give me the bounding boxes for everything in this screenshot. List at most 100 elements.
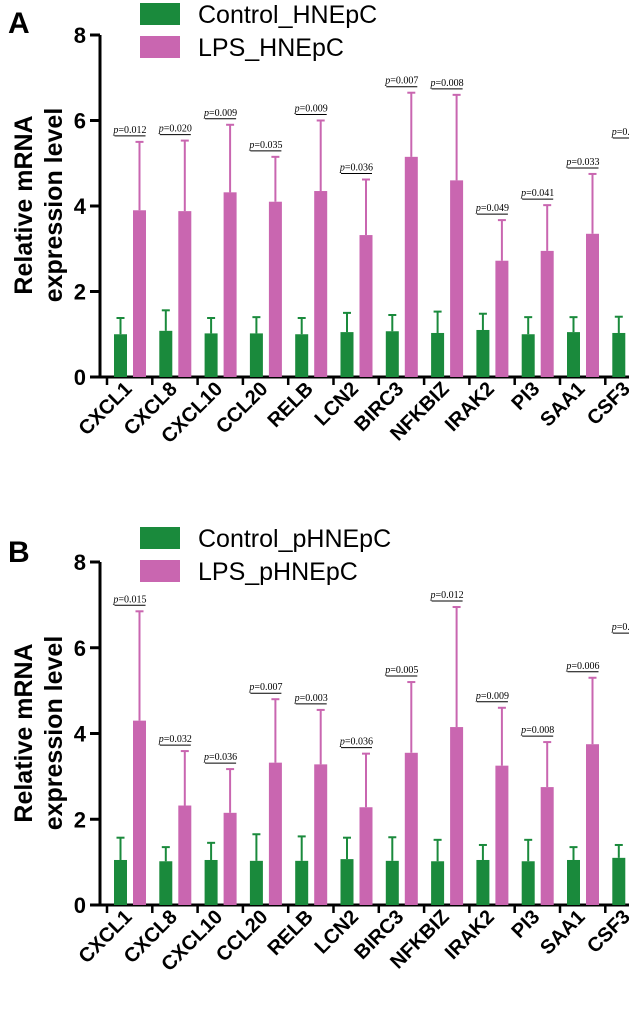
bar bbox=[204, 859, 218, 905]
p-value-label: p=0.036 bbox=[203, 752, 237, 763]
y-tick-label: 2 bbox=[74, 807, 86, 832]
p-value-label: p=0.012 bbox=[112, 125, 146, 136]
y-axis-label: expression level bbox=[40, 636, 68, 831]
bar bbox=[404, 156, 418, 377]
bar bbox=[359, 235, 373, 377]
p-value-symbol: p bbox=[203, 108, 209, 119]
p-value-symbol: p bbox=[520, 725, 526, 736]
category-label: PI3 bbox=[507, 378, 544, 415]
y-tick-label: 4 bbox=[74, 722, 87, 747]
p-value-number: =0.008 bbox=[526, 725, 554, 736]
bar bbox=[249, 333, 263, 377]
bar bbox=[476, 859, 490, 905]
category-label: CCL20 bbox=[212, 378, 272, 438]
p-value-number: =0.015 bbox=[118, 594, 146, 605]
bar bbox=[495, 765, 509, 905]
bar bbox=[540, 787, 554, 905]
p-value-symbol: p bbox=[158, 124, 164, 135]
bar bbox=[385, 331, 399, 377]
p-value-number: =0.033 bbox=[571, 157, 599, 168]
p-value-label: p=0.036 bbox=[339, 737, 373, 748]
bar bbox=[450, 180, 464, 377]
bar bbox=[521, 861, 535, 905]
p-value-symbol: p bbox=[475, 203, 481, 214]
p-value-label: p=0.033 bbox=[565, 157, 599, 168]
y-tick-label: 8 bbox=[74, 23, 86, 48]
bar bbox=[385, 860, 399, 905]
bar bbox=[340, 332, 354, 377]
p-value-symbol: p bbox=[430, 590, 436, 601]
p-value-label: p=0.036 bbox=[339, 162, 373, 173]
p-value-label: p=0.006 bbox=[565, 661, 599, 672]
p-value-label: p=0.009 bbox=[475, 691, 509, 702]
bar bbox=[268, 762, 282, 905]
bar bbox=[540, 250, 554, 377]
p-value-number: =0.005 bbox=[390, 665, 418, 676]
legend-label: LPS_HNEpC bbox=[198, 34, 344, 62]
y-tick-label: 4 bbox=[74, 194, 87, 219]
p-value-symbol: p bbox=[565, 157, 571, 168]
y-tick-label: 6 bbox=[74, 636, 86, 661]
bar bbox=[340, 859, 354, 905]
p-value-label: p=0.023 bbox=[611, 622, 629, 633]
bar bbox=[314, 191, 328, 377]
p-value-symbol: p bbox=[203, 752, 209, 763]
panel-a: A Control_HNEpC LPS_HNEpC Relative mRNA expr… bbox=[8, 1, 629, 448]
p-value-label: p=0.009 bbox=[294, 104, 328, 115]
p-value-number: =0.009 bbox=[300, 104, 328, 115]
p-value-symbol: p bbox=[611, 127, 617, 138]
p-value-label: p=0.008 bbox=[520, 725, 554, 736]
category-label: CSF3 bbox=[583, 906, 629, 958]
p-value-symbol: p bbox=[112, 594, 118, 605]
p-value-label: p=0.049 bbox=[475, 203, 509, 214]
y-tick-label: 0 bbox=[74, 365, 86, 390]
p-value-symbol: p bbox=[294, 693, 300, 704]
p-value-symbol: p bbox=[384, 665, 390, 676]
p-value-label: p=0.035 bbox=[248, 140, 282, 151]
p-value-number: =0.007 bbox=[254, 682, 282, 693]
legend-swatch bbox=[140, 527, 180, 549]
p-value-label: p=0.015 bbox=[112, 594, 146, 605]
p-value-symbol: p bbox=[248, 140, 254, 151]
bar bbox=[586, 233, 599, 377]
p-value-symbol: p bbox=[565, 661, 571, 672]
bar bbox=[431, 332, 445, 377]
bar bbox=[268, 201, 282, 377]
category-label: PI3 bbox=[507, 906, 544, 943]
p-value-number: =0.012 bbox=[118, 125, 146, 136]
p-value-label: p=0.032 bbox=[158, 734, 192, 745]
p-value-symbol: p bbox=[112, 125, 118, 136]
legend-swatch bbox=[140, 560, 180, 582]
p-value-label: p=0.003 bbox=[294, 693, 328, 704]
p-value-number: =0.023 bbox=[617, 622, 629, 633]
y-tick-label: 8 bbox=[74, 550, 86, 575]
legend-label: Control_pHNEpC bbox=[198, 525, 391, 553]
bar bbox=[204, 333, 218, 377]
bar bbox=[159, 861, 173, 905]
bar bbox=[450, 727, 464, 905]
p-value-number: =0.041 bbox=[526, 188, 554, 199]
p-value-number: =0.020 bbox=[164, 124, 192, 135]
p-value-label: p=0.007 bbox=[248, 682, 282, 693]
p-value-symbol: p bbox=[430, 78, 436, 89]
p-value-symbol: p bbox=[384, 76, 390, 87]
p-value-symbol: p bbox=[611, 622, 617, 633]
p-value-symbol: p bbox=[475, 691, 481, 702]
p-value-number: =0.012 bbox=[436, 590, 464, 601]
y-axis-label: expression level bbox=[40, 108, 68, 303]
bar bbox=[133, 210, 146, 377]
p-value-symbol: p bbox=[248, 682, 254, 693]
p-value-number: =0.036 bbox=[345, 162, 373, 173]
bar bbox=[178, 211, 192, 377]
p-value-label: p=0.041 bbox=[520, 188, 554, 199]
bar bbox=[314, 764, 328, 905]
p-value-symbol: p bbox=[339, 737, 345, 748]
p-value-number: =0.006 bbox=[571, 661, 599, 672]
bar bbox=[359, 807, 373, 905]
panel-letter: A bbox=[8, 7, 30, 40]
bar bbox=[404, 752, 418, 905]
legend-label: LPS_pHNEpC bbox=[198, 558, 358, 586]
p-value-number: =0.003 bbox=[300, 693, 328, 704]
bar bbox=[567, 859, 580, 905]
